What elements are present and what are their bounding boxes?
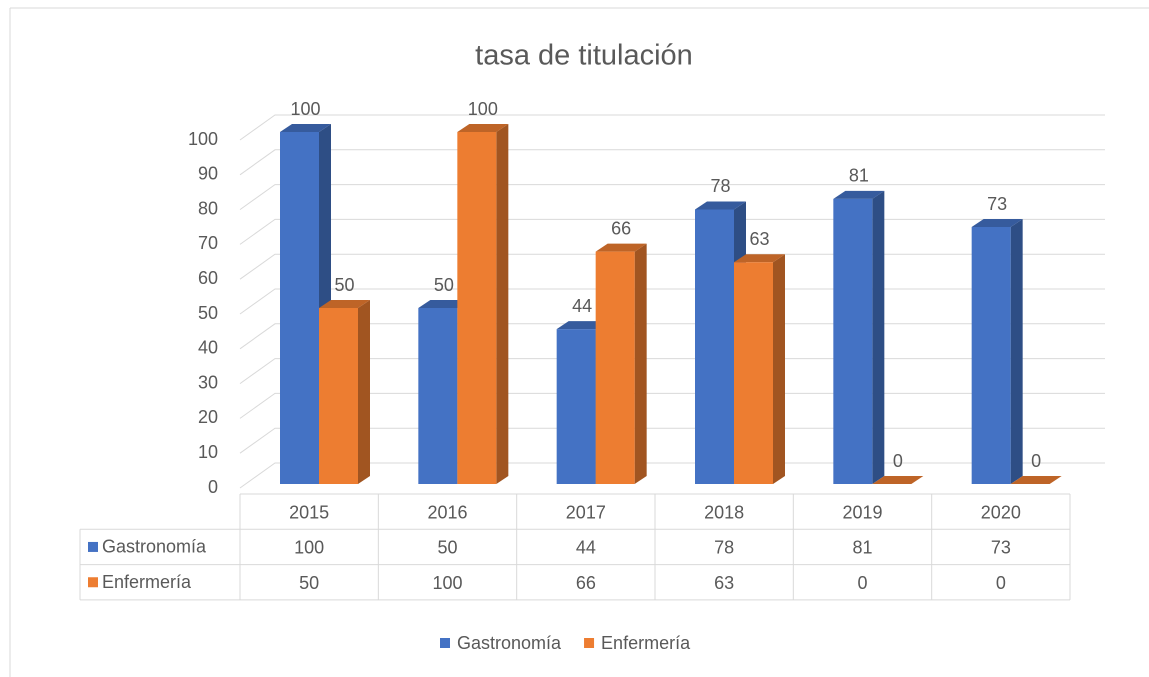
y-tick-label: 0: [208, 477, 218, 497]
bar: [833, 190, 885, 484]
data-label: 63: [749, 229, 769, 249]
legend-key: [440, 638, 450, 648]
grid-line: [239, 184, 1105, 211]
table-row-header: Enfermería: [102, 572, 192, 592]
bar: [319, 300, 370, 484]
data-label: 66: [611, 218, 631, 238]
grid-line: [239, 114, 1105, 141]
x-tick-label: 2018: [704, 502, 744, 522]
table-cell: 44: [576, 538, 596, 558]
legend-label: Gastronomía: [457, 633, 562, 653]
data-label: 100: [468, 99, 498, 119]
y-tick-label: 30: [198, 372, 218, 392]
x-tick-label: 2020: [981, 502, 1021, 522]
grid-line: [239, 358, 1105, 385]
table-cell: 100: [432, 573, 462, 593]
table-cell: 81: [852, 538, 872, 558]
y-tick-label: 100: [188, 129, 218, 149]
y-tick-label: 60: [198, 268, 218, 288]
bar: [457, 124, 509, 484]
bar: [734, 254, 785, 484]
x-tick-label: 2017: [566, 502, 606, 522]
grid-line: [239, 392, 1105, 419]
bar: [872, 476, 924, 484]
data-label: 100: [290, 99, 320, 119]
data-label: 73: [987, 194, 1007, 214]
y-tick-label: 70: [198, 233, 218, 253]
y-tick-label: 50: [198, 303, 218, 323]
chart-title: tasa de titulación: [475, 40, 693, 72]
grid-line: [239, 427, 1105, 454]
data-label: 44: [572, 296, 592, 316]
x-tick-label: 2019: [842, 502, 882, 522]
data-label: 50: [334, 275, 354, 295]
table-cell: 66: [576, 573, 596, 593]
table-legend-key: [88, 541, 98, 552]
legend-key: [584, 638, 595, 648]
table-cell: 0: [996, 573, 1006, 593]
y-tick-label: 80: [198, 198, 218, 218]
data-label: 0: [1031, 451, 1041, 471]
table-cell: 50: [299, 573, 319, 593]
x-tick-label: 2015: [289, 502, 329, 522]
data-label: 0: [893, 451, 903, 471]
grid-line: [239, 218, 1105, 245]
data-label: 78: [710, 176, 730, 196]
table-legend-key: [88, 577, 98, 588]
grid-line: [239, 462, 1105, 489]
data-label: 81: [849, 166, 869, 186]
y-tick-label: 10: [198, 442, 218, 462]
y-tick-label: 90: [198, 164, 218, 184]
table-cell: 73: [991, 538, 1011, 558]
table-cell: 100: [294, 538, 324, 558]
grid-line: [239, 253, 1105, 280]
table-cell: 0: [857, 573, 867, 593]
table-row-header: Gastronomía: [102, 537, 207, 557]
y-tick-label: 20: [198, 407, 218, 427]
grid-line: [239, 323, 1105, 350]
table-cell: 50: [437, 538, 457, 558]
bar: [595, 243, 647, 484]
grid-line: [239, 288, 1105, 315]
x-tick-label: 2016: [427, 502, 467, 522]
table-cell: 63: [714, 573, 734, 593]
y-tick-label: 40: [198, 338, 218, 358]
bar: [971, 219, 1023, 485]
bar: [1010, 476, 1062, 484]
data-label: 50: [434, 275, 454, 295]
table-cell: 78: [714, 538, 734, 558]
legend-label: Enfermería: [601, 633, 691, 653]
grid-line: [239, 149, 1105, 176]
